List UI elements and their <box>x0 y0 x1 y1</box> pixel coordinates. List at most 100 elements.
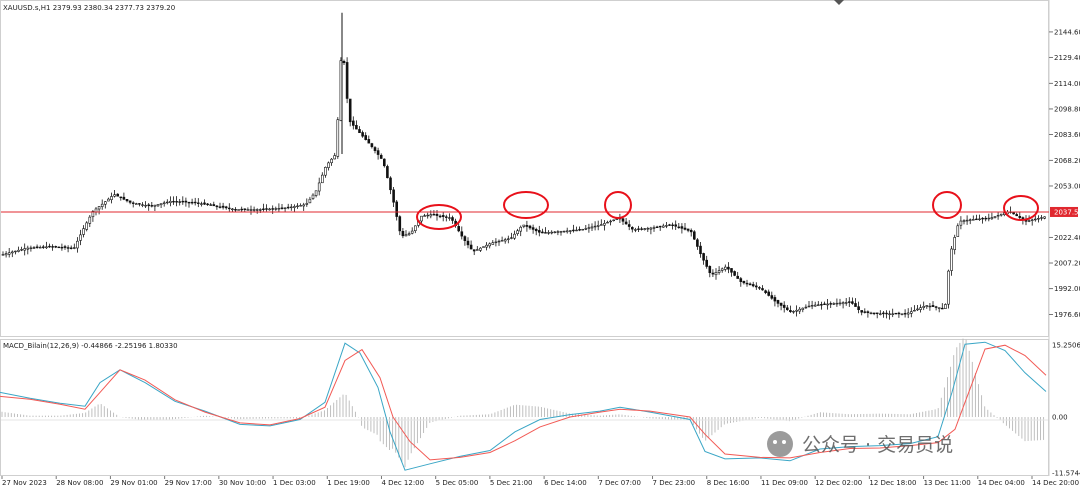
candle-body <box>203 202 206 205</box>
candle-body <box>324 167 327 176</box>
candle-body <box>131 202 135 204</box>
annotation-circle-5[interactable] <box>1003 195 1039 221</box>
candle-body <box>953 237 957 250</box>
candle-body <box>624 221 628 225</box>
time-tick-label: 12 Dec 02:00 <box>815 479 862 487</box>
candle-body <box>73 247 76 249</box>
candle-body <box>630 227 634 230</box>
candle-body <box>665 225 668 227</box>
candle-body <box>987 217 991 220</box>
candle-body <box>113 194 116 197</box>
candle-body <box>999 213 1003 216</box>
candle-body <box>565 230 569 233</box>
candle-body <box>646 228 650 230</box>
macd-info: MACD_Bilain(12,26,9) -0.44866 -2.25196 1… <box>3 342 178 350</box>
candle-body <box>810 305 814 307</box>
candle-body <box>723 266 727 270</box>
candle-body <box>82 228 85 235</box>
candle-body <box>866 311 870 314</box>
candle-body <box>851 301 854 304</box>
candle-body <box>925 305 929 307</box>
candle-body <box>556 231 560 233</box>
candle-body <box>838 302 842 305</box>
candle-body <box>909 311 913 314</box>
candle-body <box>51 246 54 248</box>
candle-body <box>311 194 315 199</box>
candle-body <box>327 162 330 168</box>
candle-body <box>286 206 290 209</box>
candle-body <box>1027 220 1031 222</box>
candle-body <box>162 202 166 205</box>
candle-body <box>488 243 492 247</box>
candle-body <box>1034 218 1037 221</box>
candle-body <box>197 202 200 204</box>
time-tick-label: 5 Dec 05:00 <box>436 479 479 487</box>
candle-body <box>265 208 268 210</box>
candle-body <box>655 226 659 228</box>
candle-body <box>696 239 699 247</box>
scroll-marker-icon[interactable] <box>834 0 844 5</box>
candle-body <box>122 196 126 200</box>
candle-body <box>224 206 228 209</box>
time-tick-label: 1 Dec 19:00 <box>327 479 370 487</box>
candle-body <box>317 182 321 192</box>
candle-body <box>246 209 250 211</box>
candle-body <box>544 232 547 234</box>
candle-body <box>181 200 185 203</box>
candle-body <box>689 229 693 233</box>
candle-body <box>730 268 733 273</box>
candle-body <box>26 247 30 250</box>
candle-body <box>153 204 157 207</box>
candle-body <box>621 218 625 222</box>
candle-body <box>878 313 882 315</box>
candle-body <box>423 215 426 217</box>
candle-body <box>240 208 243 211</box>
annotation-circle-2[interactable] <box>503 191 549 219</box>
candle-body <box>159 203 163 206</box>
candle-body <box>330 158 333 164</box>
candle-body <box>525 225 529 227</box>
candle-body <box>218 206 222 208</box>
candle-body <box>658 225 662 228</box>
candle-body <box>268 208 271 211</box>
candle-body <box>854 303 857 307</box>
candle-body <box>367 139 371 144</box>
candle-body <box>699 245 702 255</box>
candle-body <box>69 247 73 249</box>
annotation-circle-3[interactable] <box>604 191 632 219</box>
candle-body <box>860 310 864 313</box>
time-tick-label: 1 Dec 03:00 <box>273 479 316 487</box>
candle-body <box>510 237 513 239</box>
candle-body <box>156 204 160 207</box>
candle-body <box>258 209 262 211</box>
candle-body <box>429 214 433 217</box>
candle-body <box>940 307 944 310</box>
time-tick-label: 6 Dec 14:00 <box>544 479 587 487</box>
candle-body <box>702 253 705 261</box>
candle-body <box>32 247 36 249</box>
candle-body <box>733 271 736 276</box>
candle-body <box>147 204 150 207</box>
candle-body <box>968 219 972 221</box>
candle-body <box>413 225 417 231</box>
candle-body <box>333 155 337 160</box>
candle-body <box>166 201 169 204</box>
candle-body <box>262 208 265 210</box>
time-axis: 27 Nov 2023 28 Nov 08:00 29 Nov 01:00 29 No… <box>1 476 1079 487</box>
candle-body <box>20 249 23 251</box>
candle-body <box>885 312 888 315</box>
annotation-circle-1[interactable] <box>416 204 462 230</box>
candle-body <box>835 302 839 305</box>
candle-body <box>432 213 436 216</box>
candle-body <box>562 230 566 233</box>
candle-body <box>395 201 399 217</box>
macd-tick-label: -11.57443 <box>1052 470 1080 478</box>
candle-body <box>494 241 498 244</box>
candle-body <box>63 246 67 248</box>
candle-body <box>727 266 730 270</box>
candle-body <box>438 215 442 218</box>
candle-body <box>441 215 445 217</box>
annotation-circle-4[interactable] <box>932 191 962 219</box>
candle-body <box>634 229 637 231</box>
candle-body <box>401 231 405 237</box>
